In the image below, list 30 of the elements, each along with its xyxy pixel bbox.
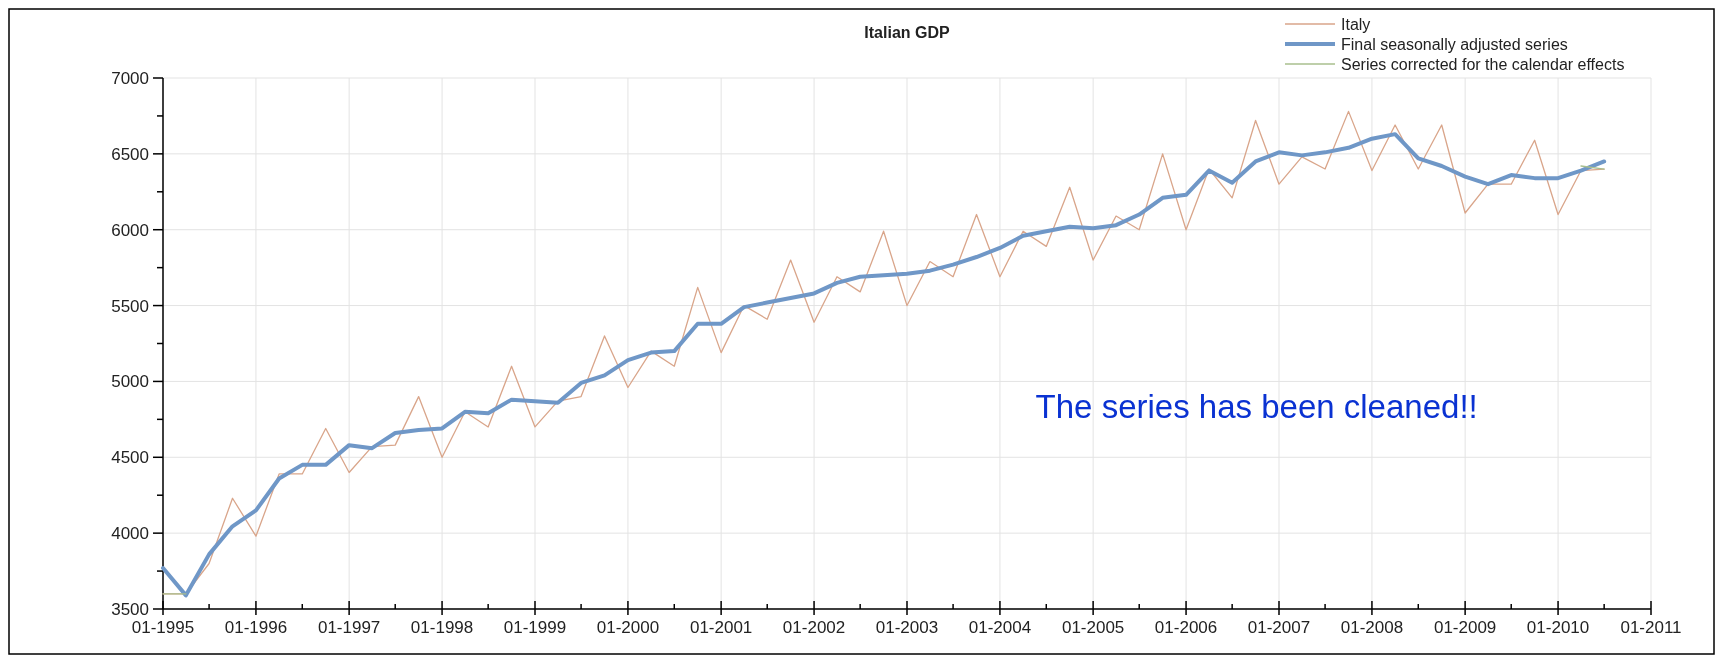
x-tick-label: 01-2003 <box>875 618 939 637</box>
y-tick-label: 4000 <box>111 524 149 544</box>
legend-label: Series corrected for the calendar effects <box>1341 55 1625 73</box>
y-tick-label: 4500 <box>111 448 149 468</box>
x-tick-label: 01-1998 <box>410 618 474 637</box>
x-tick-label: 01-1999 <box>503 618 567 637</box>
y-tick-label: 3500 <box>111 599 149 619</box>
legend-label: Final seasonally adjusted series <box>1341 35 1568 53</box>
x-tick-label: 01-2007 <box>1247 618 1311 637</box>
legend-label: Italy <box>1341 15 1371 33</box>
y-tick-label: 6000 <box>111 220 149 240</box>
y-tick-label: 6500 <box>111 144 149 164</box>
annotation: The series has been cleaned!! <box>1035 387 1478 425</box>
x-tick-label: 01-2004 <box>968 618 1032 637</box>
x-tick-label: 01-2005 <box>1061 618 1125 637</box>
x-tick-label: 01-2002 <box>782 618 846 637</box>
x-tick-label: 01-2010 <box>1526 618 1590 637</box>
x-tick-label: 01-1996 <box>224 618 288 637</box>
chart-title: Italian GDP <box>864 24 950 41</box>
y-tick-label: 7000 <box>111 68 149 88</box>
y-tick-label: 5500 <box>111 296 149 316</box>
y-tick-label: 5000 <box>111 372 149 392</box>
x-tick-label: 01-2001 <box>689 618 753 637</box>
x-tick-label: 01-2009 <box>1433 618 1497 637</box>
x-tick-label: 01-2000 <box>596 618 660 637</box>
x-tick-label: 01-1997 <box>317 618 381 637</box>
x-tick-label: 01-1995 <box>131 618 195 637</box>
x-tick-label: 01-2006 <box>1154 618 1218 637</box>
x-tick-label: 01-2008 <box>1340 618 1404 637</box>
x-tick-label: 01-2011 <box>1620 618 1682 637</box>
